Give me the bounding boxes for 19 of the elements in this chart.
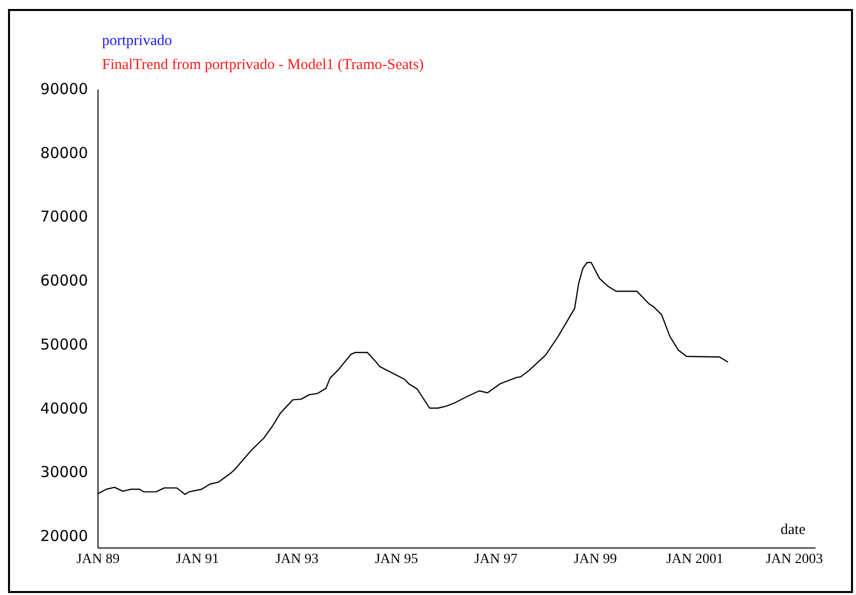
y-tick-label: 40000: [40, 399, 88, 418]
x-tick-label: JAN 91: [176, 552, 220, 568]
chart-subtitle: FinalTrend from portprivado - Model1 (Tramo-Seats): [102, 57, 424, 73]
y-tick-label: 60000: [40, 272, 88, 290]
x-tick-label: JAN 97: [474, 552, 518, 568]
x-tick-label: JAN 93: [275, 552, 319, 568]
x-tick-label: JAN 2003: [766, 552, 823, 568]
y-tick-label: 30000: [40, 463, 88, 482]
x-tick-label: JAN 99: [574, 552, 617, 568]
chart-title: portprivado: [102, 33, 172, 49]
x-tick-label: JAN 95: [374, 552, 418, 568]
y-tick-label: 20000: [40, 527, 88, 546]
y-tick-label: 70000: [40, 208, 88, 226]
x-axis-title: date: [780, 522, 806, 538]
x-tick-label: JAN 2001: [666, 552, 724, 568]
y-tick-label: 80000: [40, 144, 88, 162]
y-tick-label: 90000: [40, 80, 88, 98]
y-tick-label: 50000: [40, 335, 88, 354]
x-tick-label: JAN 89: [76, 552, 120, 568]
